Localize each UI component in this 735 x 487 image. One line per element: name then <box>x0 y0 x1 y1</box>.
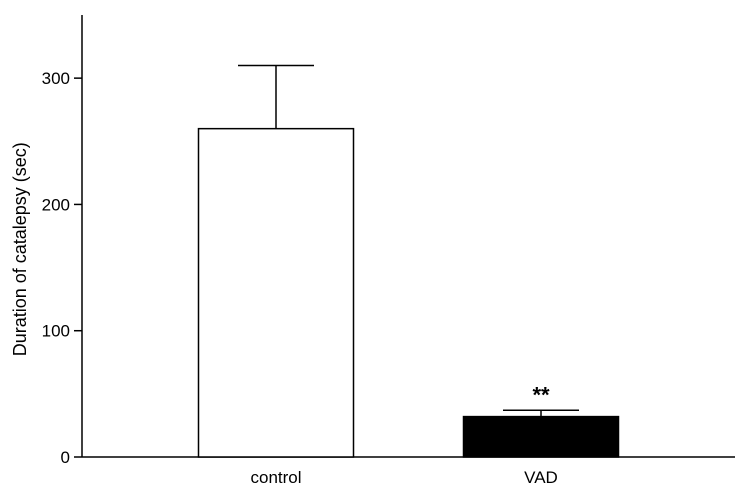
y-axis: 0 100 200 300 <box>42 15 83 467</box>
y-tick-label: 100 <box>42 322 70 341</box>
bars <box>197 127 620 458</box>
x-axis: control VAD <box>82 456 735 487</box>
y-tick-label: 200 <box>42 195 70 214</box>
x-tick-label: VAD <box>524 468 558 487</box>
error-bars <box>238 64 579 417</box>
annotations: ** <box>532 382 550 407</box>
significance-annotation: ** <box>532 382 550 407</box>
y-axis-title: Duration of catalepsy (sec) <box>10 142 30 356</box>
y-tick-label: 0 <box>61 448 70 467</box>
bar-control <box>197 127 355 458</box>
bar-vad <box>462 415 620 458</box>
x-tick-label: control <box>250 468 301 487</box>
y-tick-label: 300 <box>42 69 70 88</box>
